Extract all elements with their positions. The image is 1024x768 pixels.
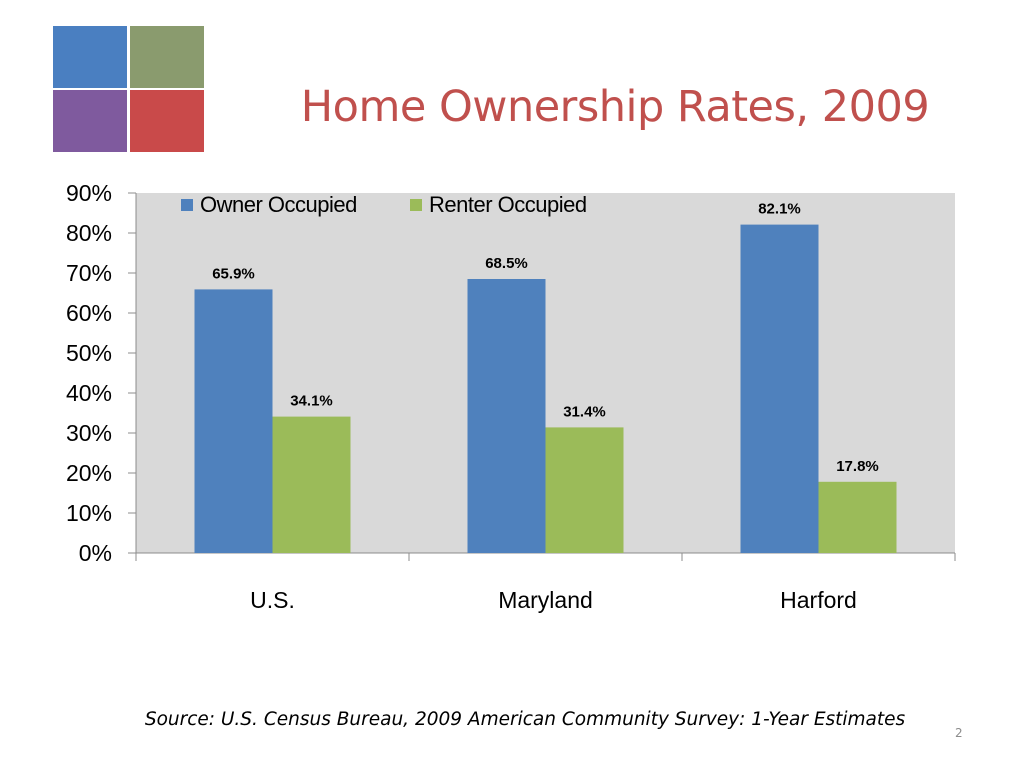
x-category-label: Maryland (498, 587, 593, 613)
legend-swatch-owner (181, 199, 193, 211)
y-tick-label: 40% (66, 380, 112, 406)
y-tick-label: 30% (66, 420, 112, 446)
data-label: 68.5% (485, 255, 528, 272)
y-tick-label: 20% (66, 460, 112, 486)
source-note: Source: U.S. Census Bureau, 2009 America… (144, 709, 906, 730)
bar-owner (467, 279, 546, 553)
logo-square-blue (53, 26, 127, 88)
bar-owner (194, 289, 273, 553)
x-category-label: U.S. (250, 587, 295, 613)
data-label: 34.1% (290, 393, 333, 410)
bar-owner (740, 224, 819, 553)
slide-title: Home Ownership Rates, 2009 (300, 82, 930, 132)
bar-renter (272, 416, 351, 553)
legend-swatch-renter (410, 199, 422, 211)
legend-label-owner: Owner Occupied (200, 192, 357, 217)
bar-renter (545, 427, 624, 553)
y-tick-label: 0% (79, 540, 112, 566)
data-label: 82.1% (758, 201, 801, 218)
y-tick-label: 80% (66, 220, 112, 246)
slide-number: 2 (955, 726, 963, 740)
x-category-label: Harford (780, 587, 857, 613)
y-tick-label: 50% (66, 340, 112, 366)
data-label: 65.9% (212, 265, 255, 282)
logo-square-red (130, 90, 204, 152)
y-tick-label: 10% (66, 500, 112, 526)
data-label: 17.8% (836, 458, 879, 475)
logo-square-olive (130, 26, 204, 88)
y-tick-label: 60% (66, 300, 112, 326)
bar-renter (818, 481, 897, 553)
bar-chart: 0% 10% 20% 30% 40% 50% 60% 70% 80% 90% 65.9% 34.1% U… (66, 180, 956, 613)
logo-square-purple (53, 90, 127, 152)
y-tick-label: 90% (66, 180, 112, 206)
legend-label-renter: Renter Occupied (429, 192, 587, 217)
y-tick-label: 70% (66, 260, 112, 286)
data-label: 31.4% (563, 403, 606, 420)
